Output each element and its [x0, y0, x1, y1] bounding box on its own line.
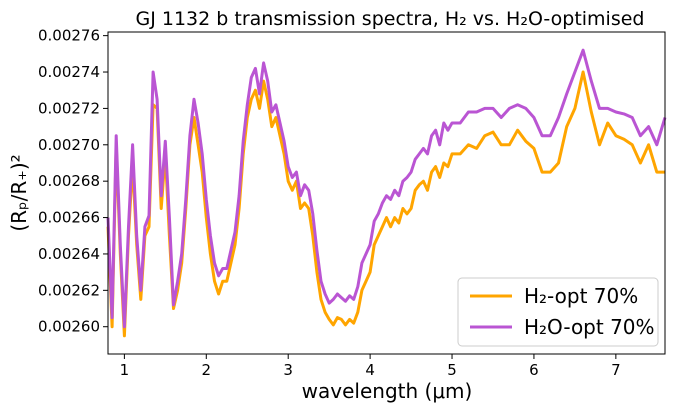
x-axis-label: wavelength (μm): [302, 379, 473, 403]
legend-label-h2o: H₂O-opt 70%: [524, 315, 655, 339]
y-tick-label: 0.00272: [38, 99, 100, 117]
x-tick-label: 7: [611, 361, 621, 379]
y-tick-label: 0.00274: [38, 63, 100, 81]
y-tick-label: 0.00264: [38, 245, 100, 263]
y-tick-label: 0.00260: [38, 318, 100, 336]
legend-label-h2: H₂-opt 70%: [524, 284, 638, 308]
y-tick-label: 0.00262: [38, 281, 100, 299]
x-tick-label: 4: [365, 361, 375, 379]
y-tick-label: 0.00276: [38, 27, 100, 45]
legend: H₂-opt 70% H₂O-opt 70%: [457, 277, 659, 347]
x-tick-label: 2: [202, 361, 212, 379]
chart-title: GJ 1132 b transmission spectra, H₂ vs. H…: [136, 8, 645, 30]
y-tick-label: 0.00270: [38, 136, 100, 154]
y-tick-label: 0.00266: [38, 209, 100, 227]
x-tick-label: 3: [283, 361, 293, 379]
series-line-h2o-opt: [106, 48, 667, 329]
x-axis: 1 2 3 4 5 6 7: [120, 354, 621, 379]
x-tick-label: 5: [447, 361, 457, 379]
series-layer: [106, 48, 667, 338]
x-tick-label: 6: [529, 361, 539, 379]
plot-frame: [107, 31, 666, 355]
y-tick-label: 0.00268: [38, 172, 100, 190]
y-axis-label: (Rₚ/R₊)²: [7, 154, 31, 231]
x-tick-label: 1: [120, 361, 130, 379]
y-axis: 0.00260 0.00262 0.00264 0.00266 0.00268 0.002…: [38, 27, 108, 336]
